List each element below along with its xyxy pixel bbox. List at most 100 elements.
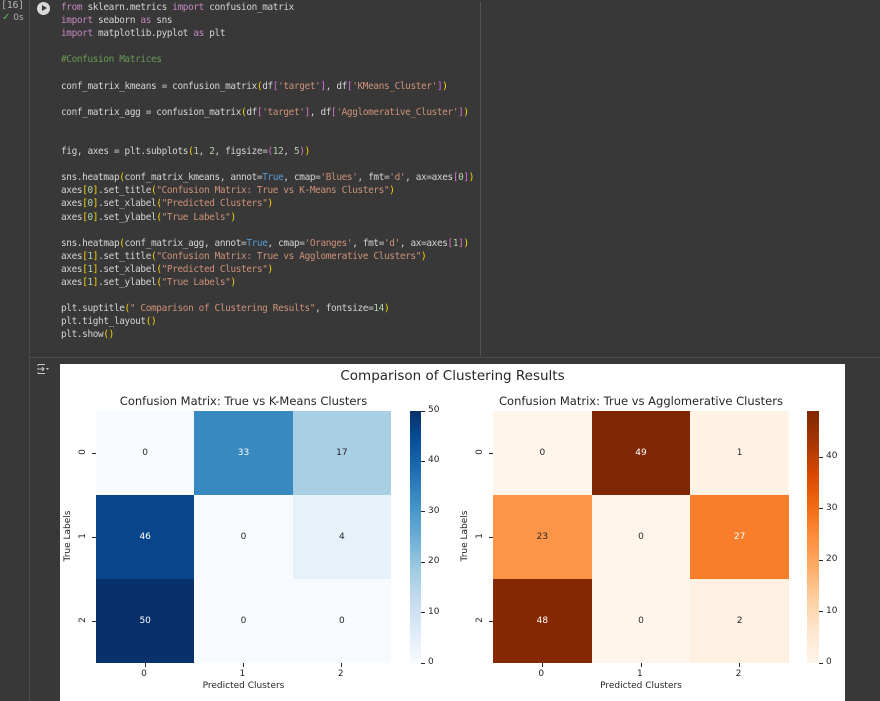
code-editor[interactable]: from sklearn.metrics import confusion_ma… xyxy=(61,1,474,341)
code-line: plt.show() xyxy=(61,328,474,341)
cell-value-label: 0 xyxy=(638,532,644,542)
code-token: 5 xyxy=(293,146,300,158)
y-tick-mark xyxy=(92,452,96,454)
code-token: .set_xlabel xyxy=(98,198,157,210)
code-token: .set_title xyxy=(98,185,152,197)
x-tick-label: 0 xyxy=(538,669,545,679)
code-token: , xyxy=(283,146,294,158)
x-tick-label: 1 xyxy=(637,669,643,679)
code-token: plt.tight_layout xyxy=(61,316,146,328)
figure-suptitle: Comparison of Clustering Results xyxy=(340,368,565,384)
heatmap-cell: 23 xyxy=(493,495,592,579)
output-settings-icon[interactable] xyxy=(36,363,50,375)
code-line: sns.heatmap(conf_matrix_kmeans, annot=Tr… xyxy=(61,171,474,184)
code-line: fig, axes = plt.subplots(1, 2, figsize=(… xyxy=(61,145,474,158)
run-cell-button[interactable] xyxy=(37,2,50,15)
x-tick-label: 0 xyxy=(141,669,147,679)
code-line: axes[0].set_title("Confusion Matrix: Tru… xyxy=(61,184,474,197)
colorbar-tick-mark xyxy=(819,508,823,510)
heatmap-cell: 2 xyxy=(690,579,789,663)
code-token: ) xyxy=(304,146,311,158)
code-token: 'target' xyxy=(262,106,305,118)
code-token: axes xyxy=(61,198,83,210)
colorbar-tick-mark xyxy=(819,662,823,664)
code-token: 0 xyxy=(458,172,464,184)
code-token: ] xyxy=(458,106,464,118)
code-token: ) xyxy=(299,146,305,158)
code-token: "Predicted Clusters" xyxy=(161,263,268,275)
code-token: ( xyxy=(156,276,162,288)
execution-status: ✓ 0s xyxy=(2,12,24,24)
code-token: , xyxy=(198,146,210,158)
code-token: ) xyxy=(389,185,395,197)
check-icon: ✓ xyxy=(2,12,11,23)
code-line: import seaborn as sns xyxy=(61,14,474,27)
x-tick-mark xyxy=(541,663,543,667)
x-tick-mark xyxy=(640,663,642,667)
heatmap-cell: 27 xyxy=(690,495,789,579)
code-token: () xyxy=(103,329,114,341)
code-line xyxy=(61,224,474,237)
code-token: axes xyxy=(61,250,83,262)
code-line: sns.heatmap(conf_matrix_agg, annot=True,… xyxy=(61,237,474,250)
x-tick-label: 1 xyxy=(239,669,246,679)
output-figure: Comparison of Clustering Results Confusi… xyxy=(60,364,845,701)
heatmap-cell: 49 xyxy=(591,411,691,495)
code-token: 'KMeans_Cluster' xyxy=(352,80,437,92)
heatmap-cell: 1 xyxy=(690,411,789,495)
y-tick-mark xyxy=(489,452,493,454)
colorbar-tick-label: 40 xyxy=(826,451,838,462)
code-token: [ xyxy=(82,185,88,197)
code-token: import xyxy=(172,2,204,13)
colorbar-tick-mark xyxy=(421,410,425,412)
colorbar-tick-mark xyxy=(421,612,425,614)
code-token: "Predicted Clusters" xyxy=(161,198,268,210)
code-token: fig, axes = plt.subplots xyxy=(61,146,189,158)
heatmap-cell: 33 xyxy=(194,411,293,495)
code-token: df xyxy=(246,106,257,118)
x-tick-mark xyxy=(341,663,343,667)
code-token: ) xyxy=(468,172,475,184)
code-token: ( xyxy=(151,250,157,262)
colorbar-tick-label: 40 xyxy=(428,455,440,466)
code-token: () xyxy=(145,316,157,328)
code-token: ] xyxy=(436,80,443,92)
code-token: [ xyxy=(82,263,88,275)
code-token: plt.show xyxy=(61,329,104,341)
heatmap-title: Confusion Matrix: True vs K-Means Cluste… xyxy=(119,394,368,408)
code-token: conf_matrix_agg = confusion_matrix xyxy=(61,106,242,118)
code-token: .set_xlabel xyxy=(98,263,157,275)
x-tick-label: 2 xyxy=(735,669,742,679)
code-token: seaborn xyxy=(92,15,141,27)
code-token: sns.heatmap xyxy=(61,172,120,184)
code-token: ] xyxy=(92,185,99,197)
cell-value-label: 4 xyxy=(338,532,345,542)
code-line xyxy=(61,93,474,106)
y-tick-label: 1 xyxy=(474,533,485,539)
x-tick-label: 2 xyxy=(337,669,344,679)
code-token: 1 xyxy=(193,146,199,158)
code-token: ( xyxy=(119,237,125,249)
code-token: plt.suptitle xyxy=(61,303,125,315)
colorbar-tick-label: 0 xyxy=(826,657,832,667)
code-token: 14 xyxy=(373,303,384,315)
heatmap-cell: 4 xyxy=(292,495,391,579)
colorbar-tick-label: 0 xyxy=(428,657,434,667)
code-token: axes xyxy=(61,211,83,223)
code-line: plt.tight_layout() xyxy=(61,315,474,328)
code-token: .set_ylabel xyxy=(98,211,157,223)
code-line: axes[0].set_ylabel("True Labels") xyxy=(61,211,474,224)
code-line: axes[1].set_xlabel("Predicted Clusters") xyxy=(61,263,474,276)
code-token: df xyxy=(262,80,273,92)
x-axis-label: Predicted Clusters xyxy=(202,681,285,691)
code-token: , cmap= xyxy=(267,237,305,249)
code-token: import xyxy=(61,28,93,40)
heatmap-cell: 0 xyxy=(194,579,293,663)
colorbar-tick-label: 10 xyxy=(826,605,838,616)
y-axis-label: True Labels xyxy=(63,510,73,562)
code-token: [ xyxy=(82,250,88,262)
code-token: , fontsize= xyxy=(315,303,374,315)
y-tick-mark xyxy=(489,620,493,622)
code-token: ( xyxy=(267,146,274,158)
cell-value-label: 0 xyxy=(539,448,546,458)
